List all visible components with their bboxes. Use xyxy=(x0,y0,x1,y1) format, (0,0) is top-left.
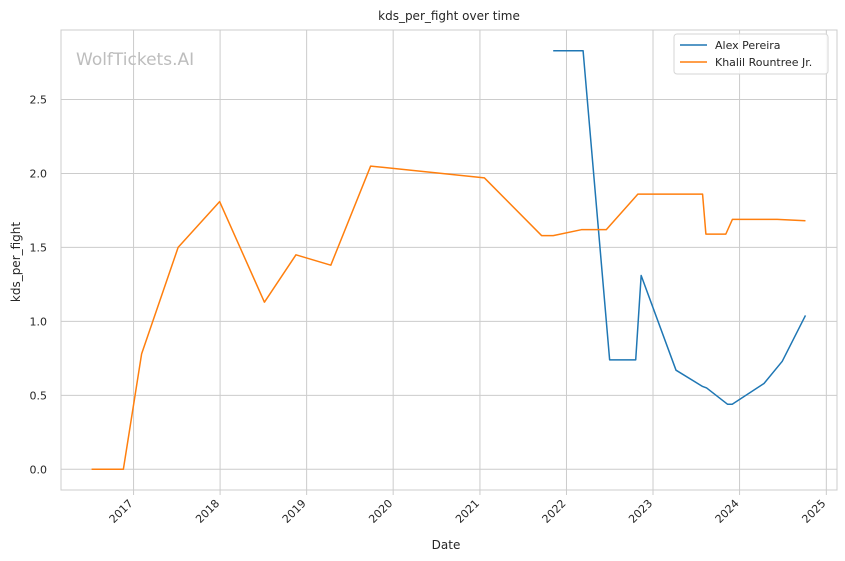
x-tick-label: 2018 xyxy=(193,497,222,526)
y-tick-label: 1.0 xyxy=(30,315,48,328)
y-tick-label: 2.5 xyxy=(30,94,48,107)
x-axis-ticks: 2017 2018 2019 2020 2021 2022 2023 2024 2025 xyxy=(107,490,828,526)
chart-title: kds_per_fight over time xyxy=(378,9,520,23)
y-axis-ticks: 0.0 0.5 1.0 1.5 2.0 2.5 xyxy=(30,94,48,477)
x-tick-label: 2021 xyxy=(453,497,482,526)
y-tick-label: 0.5 xyxy=(30,389,48,402)
x-tick-label: 2017 xyxy=(107,497,136,526)
watermark: WolfTickets.AI xyxy=(76,50,194,70)
x-tick-label: 2020 xyxy=(366,497,395,526)
series-line-0 xyxy=(553,49,807,405)
x-tick-label: 2025 xyxy=(799,497,828,526)
x-axis-title: Date xyxy=(432,538,461,552)
y-tick-label: 1.5 xyxy=(30,241,48,254)
y-tick-label: 2.0 xyxy=(30,167,48,180)
y-tick-label: 0.0 xyxy=(30,463,48,476)
legend-label: Khalil Rountree Jr. xyxy=(715,56,812,69)
series-line-1 xyxy=(91,165,806,471)
x-tick-label: 2022 xyxy=(540,497,569,526)
x-tick-label: 2024 xyxy=(713,497,742,526)
x-tick-label: 2019 xyxy=(280,497,309,526)
legend-box xyxy=(673,33,829,75)
x-tick-label: 2023 xyxy=(626,497,655,526)
series-group xyxy=(91,49,807,471)
plot-area xyxy=(60,29,838,491)
y-axis-title: kds_per_fight xyxy=(9,222,23,303)
legend-label: Alex Pereira xyxy=(715,39,781,52)
legend: Alex Pereira Khalil Rountree Jr. xyxy=(673,33,829,75)
